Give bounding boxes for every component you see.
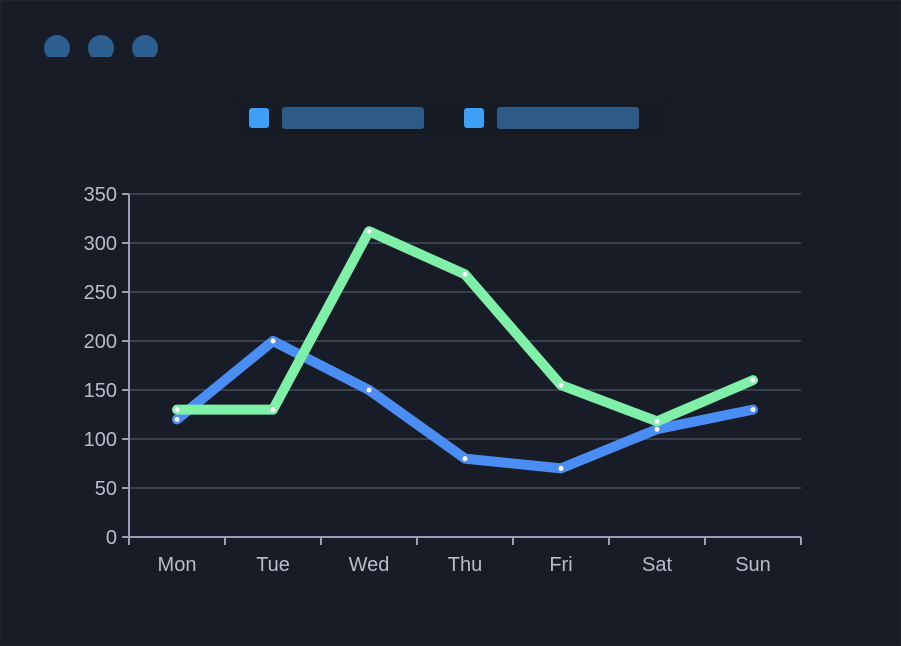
y-tick-label: 0 — [106, 527, 117, 549]
data-point-series-1 — [270, 338, 276, 344]
y-tick-label: 300 — [84, 233, 117, 255]
window-controls — [44, 35, 158, 57]
legend-swatch-series-1 — [249, 108, 269, 128]
x-tick-label: Fri — [549, 554, 572, 576]
data-point-series-2 — [462, 271, 468, 277]
window-dot-2[interactable] — [88, 35, 114, 57]
data-point-series-1 — [462, 456, 468, 462]
data-point-series-1 — [750, 407, 756, 413]
data-point-series-2 — [558, 382, 564, 388]
x-tick-label: Wed — [349, 554, 390, 576]
data-point-series-1 — [174, 416, 180, 422]
data-point-series-1 — [366, 387, 372, 393]
y-tick-label: 350 — [84, 184, 117, 206]
legend-item-series-1[interactable] — [249, 107, 424, 129]
data-point-series-1 — [558, 465, 564, 471]
chart-legend — [237, 99, 667, 137]
window-dot-1[interactable] — [44, 35, 70, 57]
window-dot-3[interactable] — [132, 35, 158, 57]
x-tick-label: Sun — [735, 554, 771, 576]
y-tick-label: 100 — [84, 429, 117, 451]
x-tick-label: Thu — [448, 554, 482, 576]
y-tick-label: 50 — [95, 478, 117, 500]
legend-swatch-series-2 — [464, 108, 484, 128]
x-tick-label: Mon — [158, 554, 197, 576]
data-point-series-2 — [654, 418, 660, 424]
y-tick-label: 150 — [84, 380, 117, 402]
y-tick-label: 200 — [84, 331, 117, 353]
x-tick-label: Sat — [642, 554, 672, 576]
legend-label-placeholder-series-1 — [282, 107, 424, 129]
y-tick-label: 250 — [84, 282, 117, 304]
series-line-2 — [172, 226, 758, 427]
legend-item-series-2[interactable] — [464, 107, 639, 129]
x-tick-label: Tue — [256, 554, 290, 576]
data-point-series-2 — [750, 377, 756, 383]
data-point-series-2 — [270, 407, 276, 413]
data-point-series-2 — [366, 228, 372, 234]
data-point-series-2 — [174, 407, 180, 413]
data-point-series-1 — [654, 426, 660, 432]
legend-label-placeholder-series-2 — [497, 107, 639, 129]
